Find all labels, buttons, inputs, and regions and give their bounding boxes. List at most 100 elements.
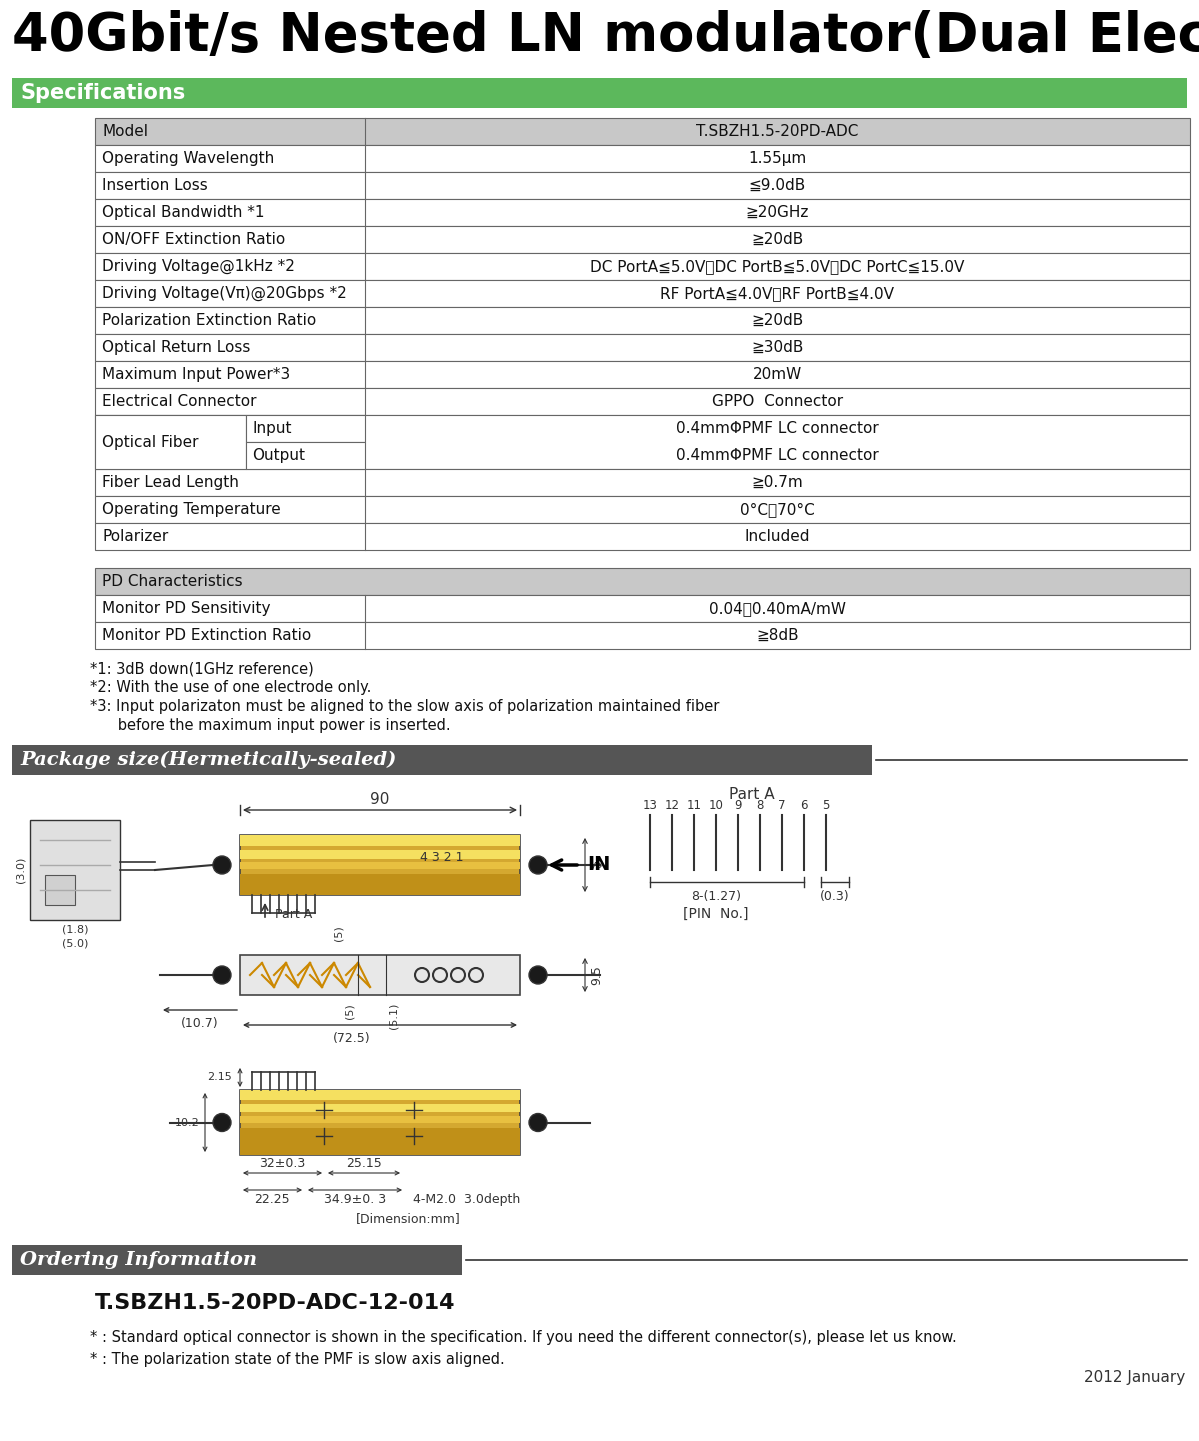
Text: 0.04～0.40mA/mW: 0.04～0.40mA/mW [709,601,846,615]
Bar [95,523,1189,550]
Circle shape [529,1114,547,1131]
Bar [95,496,1189,523]
Text: Package size(Hermetically-sealed): Package size(Hermetically-sealed) [20,751,397,769]
Text: 4 3 2 1: 4 3 2 1 [420,852,463,865]
Text: Model: Model [102,124,147,138]
Bar [12,1245,462,1275]
Text: Specifications: Specifications [20,84,186,102]
Text: Included: Included [745,529,811,545]
Text: Fiber Lead Length: Fiber Lead Length [102,476,239,490]
Bar [240,850,520,859]
Text: Ordering Information: Ordering Information [20,1251,257,1270]
Text: Optical Bandwidth *1: Optical Bandwidth *1 [102,205,265,220]
Bar [95,226,1189,254]
Bar [240,1089,520,1156]
Text: 0°C～70°C: 0°C～70°C [740,501,815,517]
Bar [240,955,520,994]
Bar [95,388,1189,415]
Text: 34.9±0. 3: 34.9±0. 3 [324,1193,386,1206]
Text: 32±0.3: 32±0.3 [259,1157,305,1170]
Text: (72.5): (72.5) [333,1032,370,1045]
Text: (3.0): (3.0) [16,857,25,883]
Circle shape [213,1114,231,1131]
Text: Operating Wavelength: Operating Wavelength [102,151,275,166]
Circle shape [213,856,231,875]
Bar [12,78,1187,108]
Text: Operating Temperature: Operating Temperature [102,501,281,517]
Text: 10: 10 [709,798,723,811]
Bar [95,254,1189,280]
Text: 6: 6 [800,798,808,811]
Bar [95,362,1189,388]
Text: Polarizer: Polarizer [102,529,168,545]
Bar [240,862,520,869]
Text: Maximum Input Power*3: Maximum Input Power*3 [102,367,290,382]
Text: ≧20dB: ≧20dB [752,232,803,246]
Bar [95,118,1189,146]
Bar [12,745,872,775]
Text: 40Gbit/s Nested LN modulator(Dual Electrode Model): 40Gbit/s Nested LN modulator(Dual Electr… [12,10,1199,62]
Text: 25.15: 25.15 [347,1157,381,1170]
Text: 0.4mmΦPMF LC connector: 0.4mmΦPMF LC connector [676,448,879,463]
Text: 8: 8 [757,798,764,811]
Text: 11: 11 [687,798,701,811]
Text: GPPO  Connector: GPPO Connector [712,393,843,409]
Bar [95,595,1189,623]
Text: (0.3): (0.3) [820,891,850,904]
Bar [95,280,1189,307]
Circle shape [213,965,231,984]
Text: 2012 January: 2012 January [1084,1370,1185,1385]
Text: Driving Voltage@1kHz *2: Driving Voltage@1kHz *2 [102,259,295,274]
Text: before the maximum input power is inserted.: before the maximum input power is insert… [90,718,451,733]
Text: Part A: Part A [275,908,312,921]
Circle shape [529,965,547,984]
Text: T.SBZH1.5-20PD-ADC-12-014: T.SBZH1.5-20PD-ADC-12-014 [95,1293,456,1313]
Text: 1.55μm: 1.55μm [748,151,807,166]
Bar [246,442,364,468]
Text: ≦9.0dB: ≦9.0dB [749,179,806,193]
Text: ≧20GHz: ≧20GHz [746,205,809,220]
Text: Monitor PD Extinction Ratio: Monitor PD Extinction Ratio [102,628,312,643]
Bar [30,820,120,919]
Text: PD Characteristics: PD Characteristics [102,574,242,589]
Text: 9.5: 9.5 [590,965,603,986]
Text: Optical Return Loss: Optical Return Loss [102,340,251,354]
Text: 4-M2.0  3.0depth: 4-M2.0 3.0depth [412,1193,520,1206]
Text: 7: 7 [778,798,785,811]
Bar [95,146,1189,171]
Text: 20mW: 20mW [753,367,802,382]
Text: (5.1): (5.1) [388,1003,398,1029]
Text: 0.4mmΦPMF LC connector: 0.4mmΦPMF LC connector [676,421,879,437]
Text: (5.0): (5.0) [62,938,89,948]
Text: Output: Output [252,448,306,463]
Text: y5: y5 [590,860,603,870]
Bar [240,1104,520,1112]
Text: Polarization Extinction Ratio: Polarization Extinction Ratio [102,313,317,329]
Text: 5: 5 [823,798,830,811]
Text: [Dimension:mm]: [Dimension:mm] [356,1212,460,1225]
Text: *1: 3dB down(1GHz reference): *1: 3dB down(1GHz reference) [90,661,314,676]
Bar [95,415,1189,468]
Text: Driving Voltage(Vπ)@20Gbps *2: Driving Voltage(Vπ)@20Gbps *2 [102,285,347,301]
Bar [95,415,246,468]
Bar [95,307,1189,334]
Text: (5): (5) [344,1003,355,1019]
Text: *2: With the use of one electrode only.: *2: With the use of one electrode only. [90,680,372,695]
Bar [240,1115,520,1123]
Text: ≧0.7m: ≧0.7m [752,476,803,490]
Text: Monitor PD Sensitivity: Monitor PD Sensitivity [102,601,271,615]
Text: Part A: Part A [729,787,775,803]
Text: ON/OFF Extinction Ratio: ON/OFF Extinction Ratio [102,232,285,246]
Bar [246,415,364,442]
Bar [240,875,520,895]
Text: (10.7): (10.7) [181,1017,218,1030]
Bar [95,623,1189,648]
Text: ≧30dB: ≧30dB [752,340,803,354]
Text: Insertion Loss: Insertion Loss [102,179,207,193]
Bar [240,1128,520,1156]
Text: ≧8dB: ≧8dB [757,628,799,643]
Text: *3: Input polarizaton must be aligned to the slow axis of polarization maintaine: *3: Input polarizaton must be aligned to… [90,699,719,713]
Text: 90: 90 [370,793,390,807]
Text: * : The polarization state of the PMF is slow axis aligned.: * : The polarization state of the PMF is… [90,1352,505,1368]
Text: ≧20dB: ≧20dB [752,313,803,329]
